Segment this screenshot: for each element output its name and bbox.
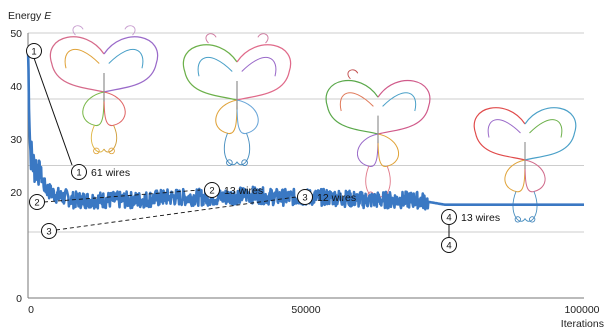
butterfly-wire-art-1 (49, 25, 159, 155)
annotation-leaders (33, 57, 450, 238)
annotation-label-2-num: 2 (209, 186, 214, 197)
y-tick-label-0: 0 (16, 293, 22, 305)
annotation-marker-1-num: 1 (31, 47, 36, 58)
annotation-label-1-circle (71, 164, 87, 180)
x-tick-label-50000: 50000 (291, 304, 320, 316)
annotation-label-3: 12 wires (317, 192, 356, 204)
leader-2 (43, 189, 201, 203)
y-tick-labels: 0 20 30 40 50 (10, 28, 22, 305)
butterfly-wire-art-3 (325, 69, 431, 198)
y-tick-label-20: 20 (10, 187, 22, 199)
annotation-marker-1 (26, 43, 42, 59)
annotation-marker-4 (441, 237, 457, 253)
annotation-label-2-circle (204, 182, 220, 198)
annotation-marker-4-num: 4 (446, 241, 451, 252)
annotation-marker-3 (41, 223, 57, 239)
annotation-label-4: 13 wires (461, 212, 500, 224)
annotation-2: 2 2 13 wires (29, 182, 263, 210)
butterfly-wire-art-4 (473, 107, 577, 223)
annotation-label-2: 13 wires (224, 185, 263, 197)
y-axis-title-text: Energy (8, 10, 42, 22)
gridlines (28, 32, 584, 233)
annotation-1: 1 1 61 wires (26, 43, 130, 180)
y-axis-title: Energy E (8, 10, 52, 22)
y-axis-title-symbol: E (44, 10, 52, 22)
annotation-marker-2-num: 2 (34, 198, 39, 209)
y-tick-label-50: 50 (10, 28, 22, 40)
annotation-label-3-circle (297, 189, 313, 205)
x-axis-title: Iterations (561, 318, 604, 330)
annotation-label-1-num: 1 (76, 168, 81, 179)
y-tick-label-30: 30 (10, 134, 22, 146)
annotation-label-1: 61 wires (91, 167, 130, 179)
annotation-marker-3-num: 3 (46, 227, 51, 238)
x-tick-label-0: 0 (28, 304, 34, 316)
butterfly-wire-art-2 (182, 33, 292, 166)
x-tick-labels: 0 50000 100000 (28, 304, 600, 316)
annotation-4: 4 13 wires 4 (441, 209, 500, 253)
annotation-label-4-circle (441, 209, 457, 225)
annotation-label-4-num: 4 (446, 213, 451, 224)
y-tick-label-40: 40 (10, 81, 22, 93)
series-layer (26, 48, 585, 211)
annotation-3: 3 3 12 wires (41, 189, 356, 239)
leader-3 (55, 196, 297, 231)
leader-1 (33, 57, 73, 166)
energy-series-line (26, 48, 585, 211)
x-tick-label-100000: 100000 (564, 304, 599, 316)
annotation-marker-2 (29, 194, 45, 210)
annotation-label-3-num: 3 (302, 193, 307, 204)
